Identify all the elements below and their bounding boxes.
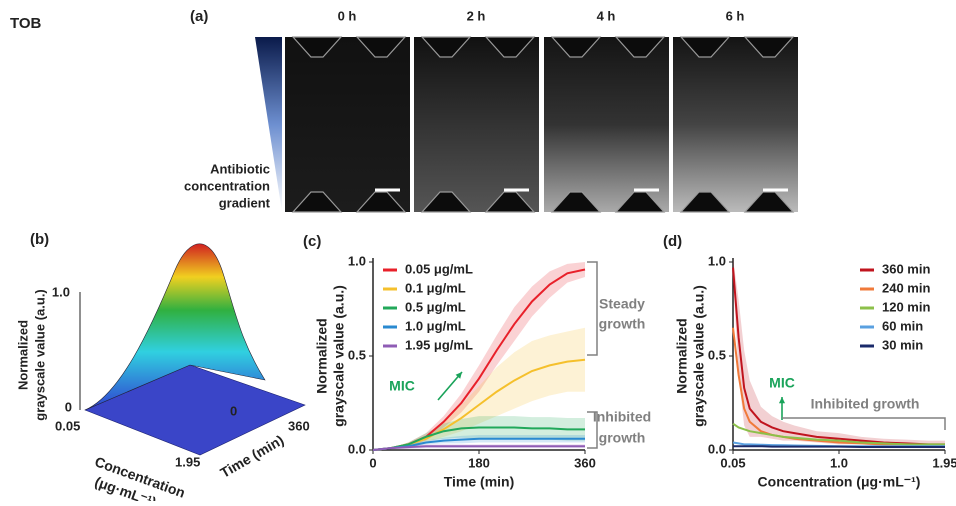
annotation: Steady: [599, 296, 645, 312]
arrow-head: [778, 397, 786, 404]
y-tick-label: 0.5: [708, 347, 726, 362]
y-tick-label: 0.5: [348, 347, 366, 362]
conc-tick: 1.95: [175, 454, 200, 469]
panel-label: (b): [30, 231, 49, 248]
axis-title: Normalized: [15, 320, 30, 390]
time-label: 6 h: [726, 8, 745, 23]
y-tick-label: 1.0: [348, 253, 366, 268]
z-tick-label: 0: [65, 399, 72, 414]
x-tick-label: 0: [369, 455, 376, 470]
gradient-label: Antibiotic: [210, 161, 270, 176]
gradient-label: concentration: [184, 178, 270, 193]
gradient-triangle: [255, 37, 282, 212]
series-line: [732, 422, 945, 446]
legend-label: 0.05 μg/mL: [405, 261, 473, 276]
micrograph: [414, 37, 539, 212]
annotation: MIC: [389, 378, 415, 394]
chamber: [614, 191, 666, 213]
chamber: [550, 191, 602, 213]
legend-label: 0.5 μg/mL: [405, 299, 466, 314]
y-axis-title: grayscale value (a.u.): [331, 285, 347, 427]
micrograph: [544, 37, 669, 212]
chamber: [679, 191, 731, 213]
error-band: [733, 258, 945, 449]
x-axis-title: Time (min): [444, 474, 515, 490]
legend-label: 0.1 μg/mL: [405, 280, 466, 295]
bracket: [587, 411, 598, 449]
series-line: [372, 445, 585, 451]
legend-label: 240 min: [882, 280, 930, 295]
legend-label: 120 min: [882, 299, 930, 314]
annotation: MIC: [769, 375, 795, 391]
panel-label: (d): [663, 233, 682, 250]
bracket: [587, 261, 598, 356]
series-line: [733, 445, 945, 448]
annotation: Inhibited: [593, 409, 651, 425]
chamber: [355, 36, 407, 58]
y-axis-title: Normalized: [674, 318, 690, 393]
axis-title: grayscale value (a.u.): [32, 289, 47, 421]
x-tick-label: 0.05: [720, 455, 745, 470]
chamber: [679, 36, 731, 58]
x-tick-label: 1.95: [932, 455, 956, 470]
y-tick-label: 0.0: [708, 441, 726, 456]
conc-tick: 0.05: [55, 418, 80, 433]
chamber: [420, 191, 472, 213]
y-tick-label: 1.0: [708, 253, 726, 268]
y-axis-title: Normalized: [314, 318, 330, 393]
time-tick: 0: [230, 403, 237, 418]
error-band: [373, 327, 585, 450]
error-band: [373, 416, 585, 450]
x-tick-label: 360: [574, 455, 596, 470]
chamber: [291, 191, 343, 213]
bracket: [782, 417, 946, 430]
chamber: [420, 36, 472, 58]
z-tick-label: 1.0: [52, 284, 70, 299]
y-tick-label: 0.0: [348, 441, 366, 456]
annotation: growth: [599, 316, 646, 332]
chamber: [291, 36, 343, 58]
chamber: [614, 36, 666, 58]
panel-label: (a): [190, 8, 208, 25]
figure-tag: TOB: [10, 15, 42, 32]
chamber: [743, 191, 795, 213]
chamber: [484, 36, 536, 58]
legend-label: 1.95 μg/mL: [405, 337, 473, 352]
legend-label: 60 min: [882, 318, 923, 333]
annotation: growth: [599, 430, 646, 446]
panel-label: (c): [303, 233, 321, 250]
chamber: [550, 36, 602, 58]
micrograph: [673, 37, 798, 212]
x-tick-label: 1.0: [830, 455, 848, 470]
legend-label: 360 min: [882, 261, 930, 276]
surface-peak: [84, 243, 266, 411]
x-axis-title: Concentration (μg·mL⁻¹): [758, 474, 921, 490]
arrow-head: [455, 372, 462, 379]
chamber: [743, 36, 795, 58]
y-axis-title: grayscale value (a.u.): [691, 285, 707, 427]
legend-label: 30 min: [882, 337, 923, 352]
chamber: [355, 191, 407, 213]
chamber: [484, 191, 536, 213]
time-label: 2 h: [467, 8, 486, 23]
error-band: [373, 262, 585, 450]
micrograph: [285, 37, 410, 212]
annotation: Inhibited growth: [811, 396, 920, 412]
legend-label: 1.0 μg/mL: [405, 318, 466, 333]
x-tick-label: 180: [468, 455, 490, 470]
series-line: [372, 426, 585, 451]
time-label: 0 h: [338, 8, 357, 23]
gradient-label: gradient: [219, 195, 271, 210]
time-tick: 360: [288, 418, 310, 433]
time-label: 4 h: [597, 8, 616, 23]
